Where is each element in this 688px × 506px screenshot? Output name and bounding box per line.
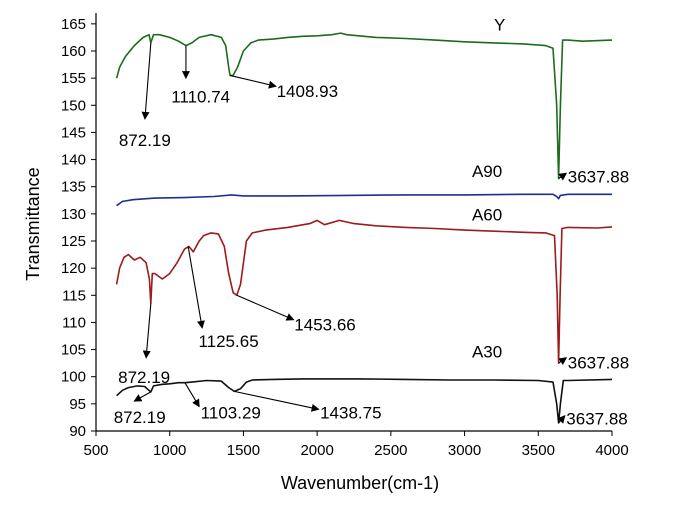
series-label-y: Y: [494, 15, 505, 34]
y-tick-label: 115: [62, 287, 86, 304]
peak-label: 3637.88: [568, 354, 629, 373]
annotations-group: Y A90 A60 A30 872.19 1110.74 1408.93 3637.88 872…: [114, 15, 630, 428]
x-tick-label: 3500: [522, 442, 555, 459]
series-line-a30: [116, 378, 613, 424]
x-tick-label: 500: [83, 442, 108, 459]
peak-arrow: [558, 357, 568, 366]
peak-label: 872.19: [114, 408, 166, 427]
peak-arrow: [142, 303, 152, 359]
peak-label: 872.19: [118, 368, 170, 387]
y-tick-label: 140: [61, 152, 86, 169]
peak-arrow: [141, 42, 152, 120]
y-tick-label: 145: [61, 124, 86, 141]
y-tick-label: 90: [69, 423, 86, 440]
peak-label: 3637.88: [566, 409, 627, 428]
peak-arrow: [557, 415, 566, 424]
y-tick-label: 155: [61, 70, 86, 87]
series-label-a30: A30: [472, 343, 502, 362]
peak-label: 1453.66: [294, 316, 355, 335]
y-tick-label: 150: [61, 97, 86, 114]
series-label-a60: A60: [472, 205, 502, 224]
peak-arrow: [236, 294, 295, 321]
y-tick-label: 100: [61, 369, 86, 386]
peak-label: 3637.88: [568, 167, 629, 186]
y-tick-label: 110: [62, 314, 86, 331]
y-tick-label: 125: [61, 233, 86, 250]
x-tick-label: 2000: [300, 442, 333, 459]
x-tick-label: 4000: [595, 442, 628, 459]
peak-label: 1103.29: [201, 404, 261, 423]
y-tick-label: 160: [61, 43, 86, 60]
y-tick-label: 105: [61, 342, 86, 359]
peak-arrow: [133, 391, 152, 402]
peak-label: 1125.65: [198, 332, 258, 351]
y-tick-label: 135: [61, 179, 86, 196]
series-line-y: [115, 32, 613, 180]
peak-label: 1438.75: [320, 404, 381, 423]
peak-arrow: [558, 172, 568, 181]
peak-arrow: [187, 246, 205, 329]
peak-arrow: [234, 390, 320, 412]
peak-arrow: [184, 382, 200, 408]
x-tick-label: 3000: [448, 442, 481, 459]
x-axis-title: Wavenumber(cm-1): [281, 473, 439, 493]
peak-label: 872.19: [119, 131, 171, 150]
x-tick-label: 2500: [374, 442, 407, 459]
series-group: [115, 32, 613, 424]
x-tick-label: 1000: [153, 442, 186, 459]
series-line-a90: [116, 193, 612, 207]
y-tick-label: 130: [61, 206, 86, 223]
series-label-a90: A90: [472, 162, 502, 181]
y-tick-label: 165: [61, 16, 86, 33]
peak-label: 1110.74: [171, 88, 230, 107]
y-tick-label: 120: [61, 260, 86, 277]
y-axis-title: Transmittance: [23, 167, 43, 280]
peak-label: 1408.93: [277, 82, 338, 101]
peak-arrow: [229, 74, 277, 89]
axes-group: 500 1000 1500 2000 2500 3000 3500 4000 90 95 100 10…: [61, 13, 629, 459]
series-line-a60: [115, 219, 613, 364]
y-tick-label: 95: [69, 396, 86, 413]
x-tick-label: 1500: [227, 442, 260, 459]
